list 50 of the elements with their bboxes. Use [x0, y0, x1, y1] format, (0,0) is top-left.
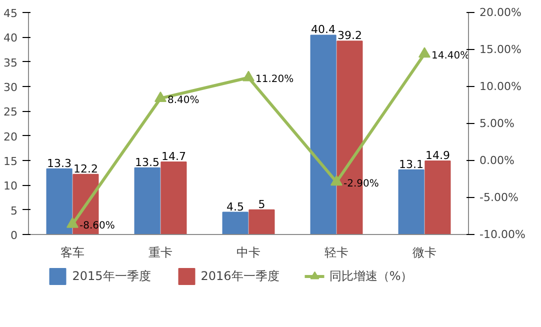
y2-tick-label: -5.00% [480, 191, 518, 204]
data-label: 40.4 [311, 23, 336, 36]
y-tick-label: 25 [4, 106, 18, 119]
y2-tick-label: 10.00% [480, 80, 522, 93]
point [154, 91, 166, 102]
point [418, 47, 430, 58]
y-tick-label: 15 [4, 155, 18, 168]
y-tick-label: 5 [10, 204, 18, 218]
y-tick-label: 10 [4, 180, 18, 193]
bar [222, 212, 248, 234]
data-label: 5 [258, 198, 266, 211]
bar [248, 209, 275, 234]
y-tick-label: 35 [4, 56, 18, 70]
data-label: 39.2 [337, 29, 362, 42]
data-label: 14.7 [161, 150, 186, 163]
legend-label: 同比增速（%） [329, 268, 413, 284]
y2-tick-label: -10.00% [480, 228, 526, 241]
y-tick-label: 30 [4, 81, 18, 94]
data-label: 12.2 [73, 162, 98, 176]
y2-tick-label: 20.00% [480, 6, 522, 19]
bar [134, 167, 160, 234]
legend-label: 2016年一季度 [200, 268, 280, 284]
bar [310, 34, 336, 234]
legend-label: 2015年一季度 [72, 268, 151, 284]
data-label: 13.5 [135, 156, 160, 169]
point [330, 175, 342, 186]
point [66, 217, 78, 228]
y-tick-label: 40 [4, 32, 18, 45]
y2-tick-label: 5.00% [480, 117, 514, 130]
bar [424, 160, 451, 234]
data-label: 14.9 [425, 148, 450, 162]
data-label: 4.5 [226, 200, 244, 214]
x-tick-label: 微卡 [412, 246, 436, 260]
data-label: 11.20% [256, 74, 294, 86]
bar [398, 169, 424, 234]
x-tick-label: 重卡 [148, 246, 172, 260]
y2-tick-label: 0.00% [480, 154, 514, 167]
y-tick-label: 45 [4, 7, 18, 20]
data-label: 13.3 [47, 156, 72, 170]
y2-tick-label: 15.00% [480, 43, 522, 56]
data-label: 8.40% [168, 94, 200, 106]
x-tick-label: 轻卡 [324, 246, 348, 260]
bar [160, 161, 187, 234]
x-tick-label: 客车 [60, 246, 84, 260]
point [242, 70, 254, 82]
data-label: 13.1 [399, 158, 424, 171]
y-tick-label: 0 [10, 229, 18, 242]
y-tick-label: 20 [4, 130, 18, 144]
x-tick-label: 中卡 [236, 246, 260, 260]
bar [46, 168, 72, 234]
